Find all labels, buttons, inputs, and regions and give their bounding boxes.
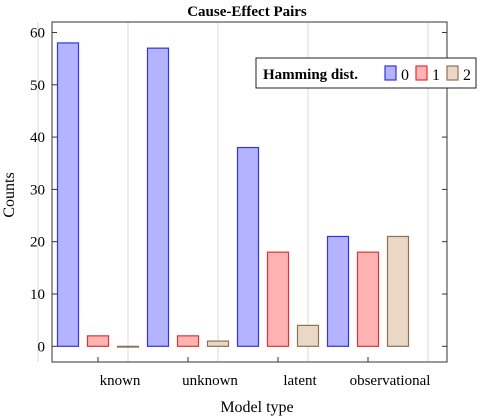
legend-box <box>255 57 477 89</box>
y-axis-label: Counts <box>1 172 18 217</box>
y-tick-label: 40 <box>30 130 45 146</box>
y-tick-label: 10 <box>30 287 45 303</box>
bar-observational-0 <box>326 235 350 347</box>
bar-known-2 <box>116 345 140 348</box>
y-tick-label: 30 <box>30 182 45 198</box>
bar-known-0 <box>56 42 80 347</box>
x-tick-label: latent <box>283 373 317 389</box>
legend-swatch-1 <box>415 65 428 81</box>
legend-label-2: 2 <box>463 67 471 84</box>
bar-latent-0 <box>236 146 260 347</box>
bar-latent-1 <box>266 251 290 347</box>
x-tick-label: observational <box>350 373 431 389</box>
y-tick-label: 50 <box>30 78 45 94</box>
legend-swatch-2 <box>446 65 459 81</box>
plot-frame <box>51 21 448 363</box>
bar-latent-2 <box>296 324 320 347</box>
bar-known-1 <box>86 335 110 347</box>
bar-unknown-2 <box>206 340 230 347</box>
bar-observational-1 <box>356 251 380 347</box>
chart-title: Cause-Effect Pairs <box>187 4 307 20</box>
y-tick-label: 0 <box>38 339 46 355</box>
legend-label-0: 0 <box>401 67 409 84</box>
bar-unknown-0 <box>146 47 170 347</box>
bar-unknown-1 <box>176 335 200 347</box>
legend-label-1: 1 <box>432 67 440 84</box>
bar-observational-2 <box>386 235 410 347</box>
bars <box>56 42 410 348</box>
legend: Hamming dist. 0 1 2 <box>255 57 477 89</box>
x-axis-label: Model type <box>220 399 293 416</box>
y-tick-label: 20 <box>30 235 45 251</box>
y-tick-label: 60 <box>30 25 45 41</box>
legend-title: Hamming dist. <box>263 67 358 83</box>
x-tick-label: unknown <box>182 373 238 389</box>
x-axis-ticks: known unknown latent observational <box>97 357 431 389</box>
x-tick-label: known <box>100 373 141 389</box>
legend-swatch-0 <box>384 65 397 81</box>
